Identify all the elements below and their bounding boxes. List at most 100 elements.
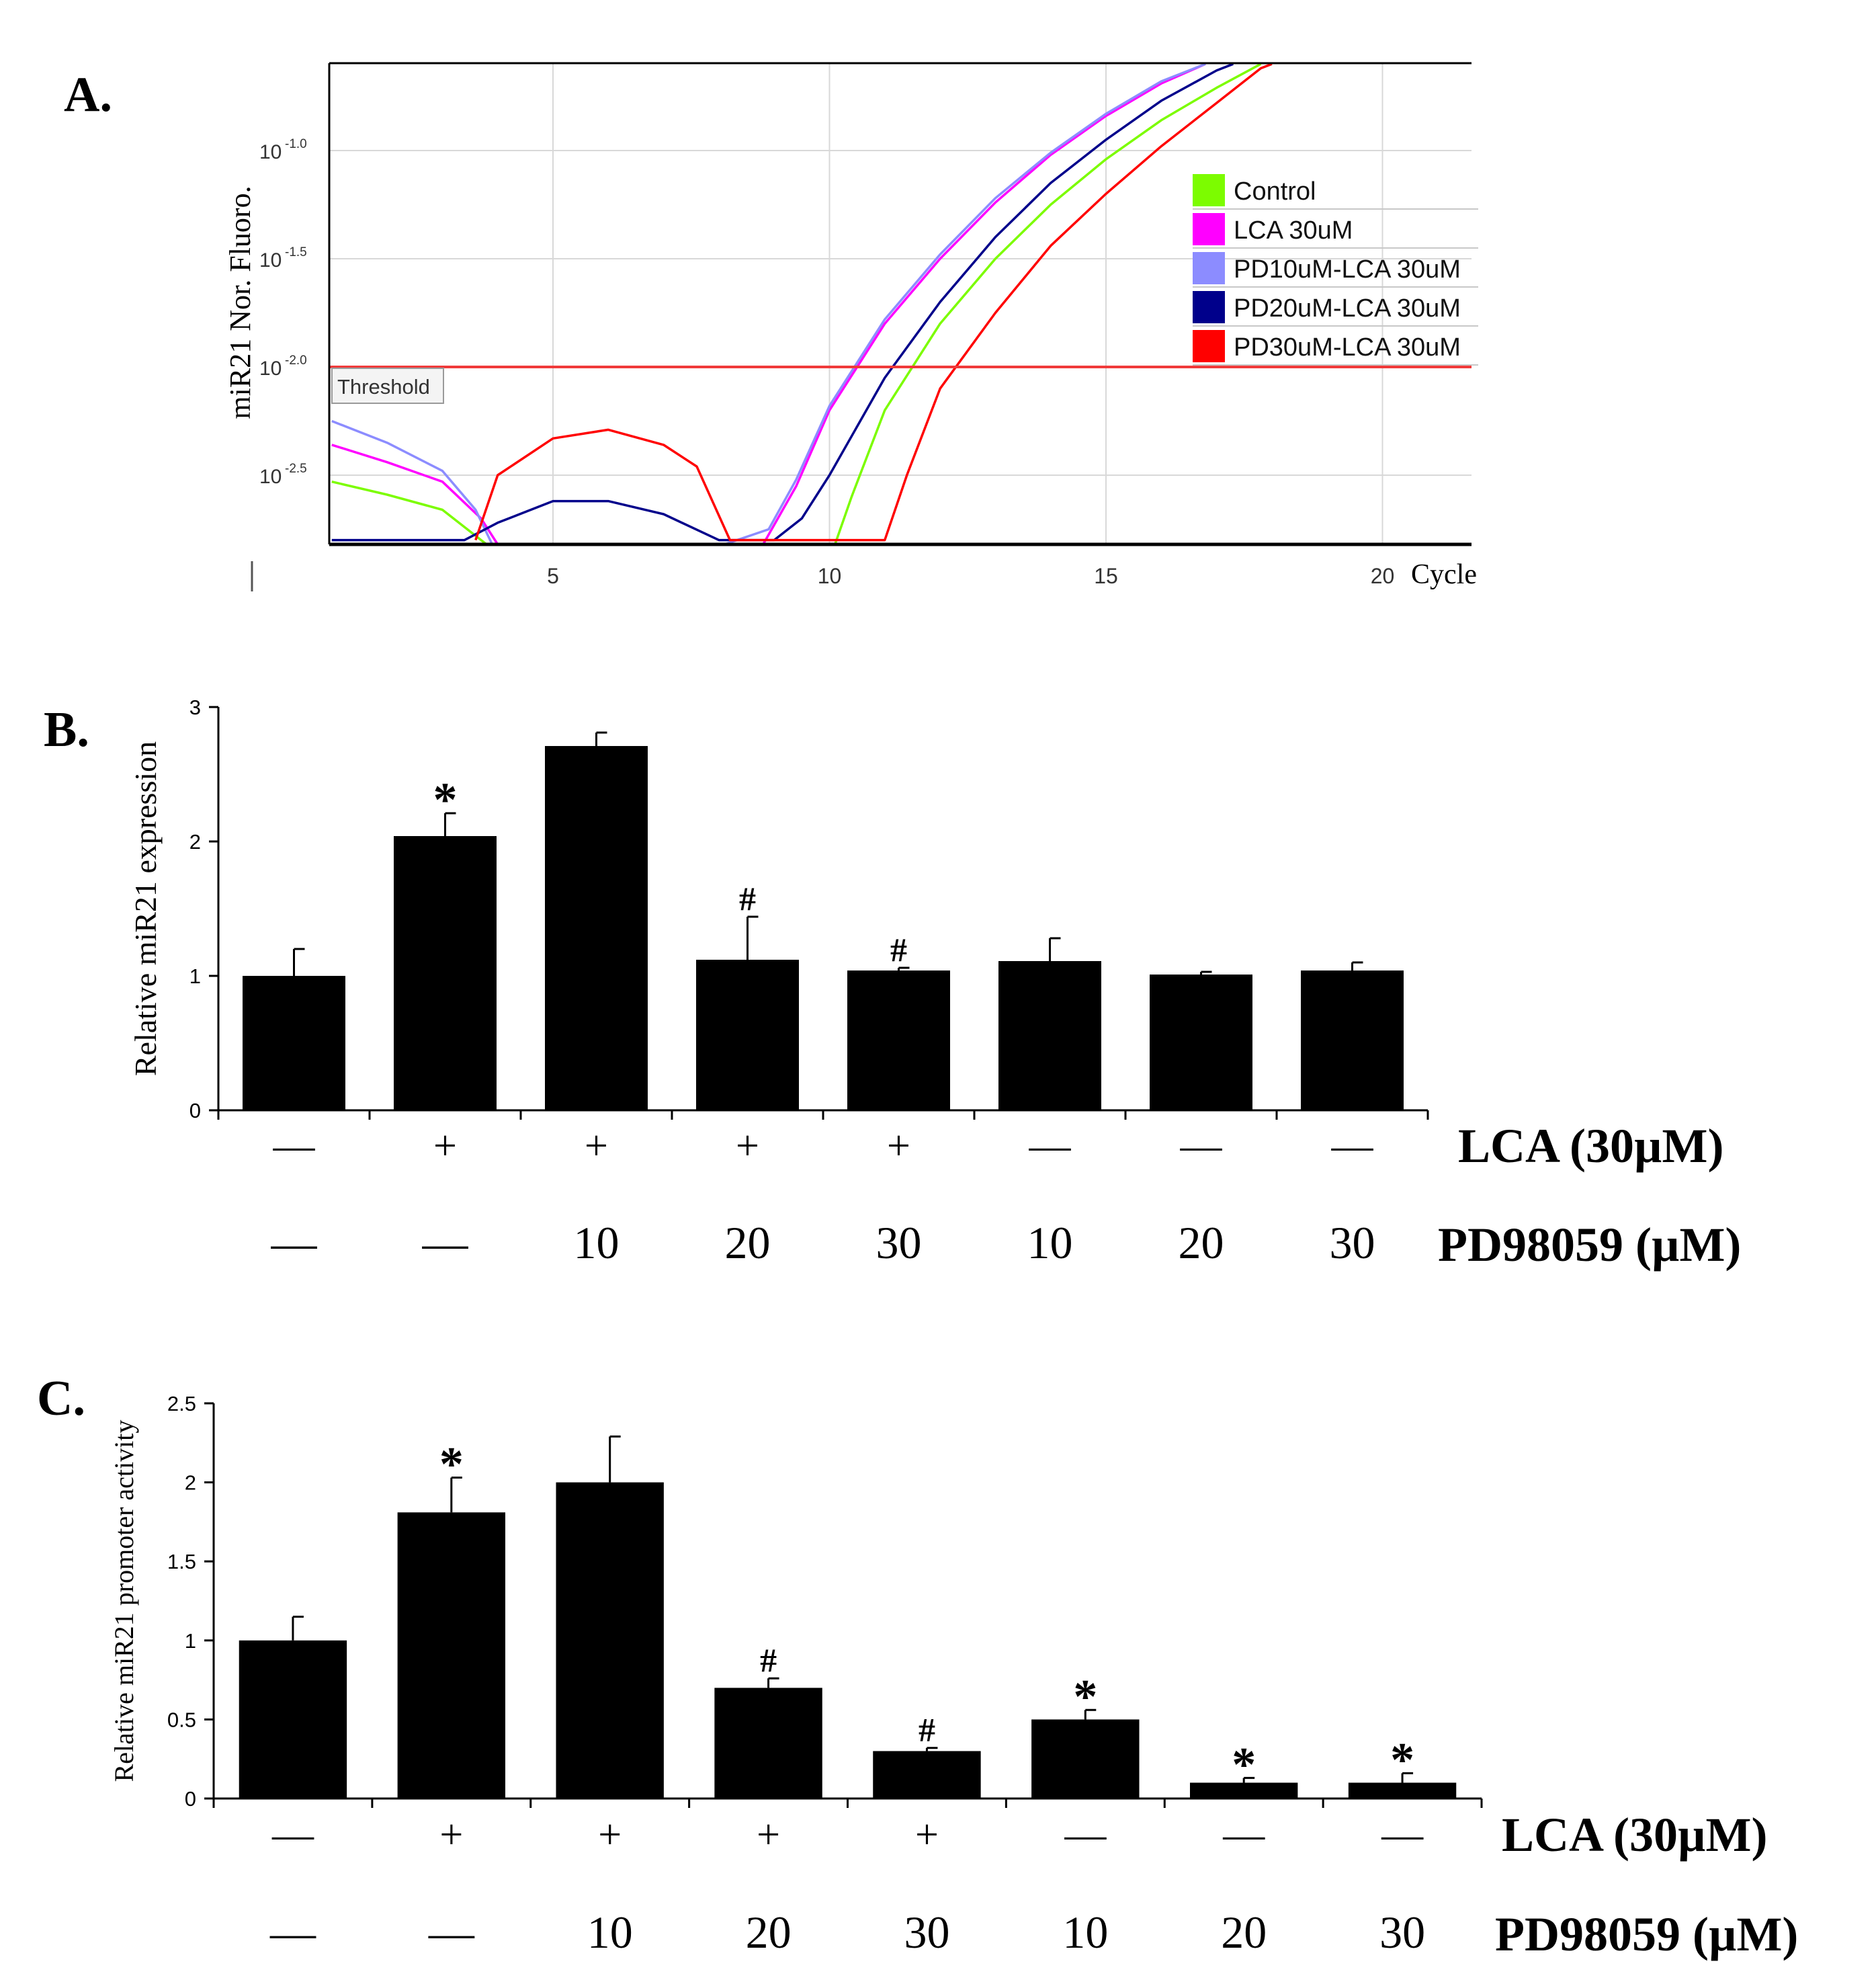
panel-c-significance-marker: * [439, 1438, 464, 1491]
panel-c-lca-cell: + [598, 1812, 622, 1858]
panel-b-bar [243, 976, 345, 1110]
panel-a-x-tick-label: 10 [818, 564, 842, 588]
panel-b-pd-cell: 20 [1179, 1217, 1224, 1268]
panel-a-legend: Control LCA 30uM PD10uM-LCA 30uM PD20uM-LCA… [1193, 174, 1478, 366]
panel-b-bar [394, 836, 497, 1110]
panel-b-y-tick-label: 0 [189, 1099, 201, 1122]
legend-entry: PD30uM-LCA 30uM [1234, 333, 1461, 362]
panel-b-lca-cell: — [1180, 1123, 1223, 1169]
panel-b-significance-marker: * [433, 773, 458, 827]
threshold-label-box [331, 368, 444, 404]
panel-c-y-tick-label: 0 [185, 1787, 196, 1811]
panel-a-series-line [331, 63, 1206, 544]
panel-c-bar [1189, 1782, 1298, 1799]
panel-c-lca-cell: — [1222, 1812, 1265, 1858]
panel-b-pd-cell: 20 [725, 1217, 771, 1268]
panel-a-y-axis-title: miR21 Nor. Fluoro. [224, 185, 257, 419]
panel-b-pd-cell: 10 [1027, 1217, 1073, 1268]
panel-a-x-tick-label: 5 [547, 564, 559, 588]
panel-c-y-tick-label: 2.5 [167, 1392, 196, 1415]
legend-entry: Control [1234, 177, 1316, 206]
legend-swatch [1193, 213, 1225, 245]
panel-c-y-tick-label: 0.5 [167, 1708, 196, 1731]
panel-a-series-line [331, 63, 1234, 542]
panel-b-lca-cell: — [273, 1123, 316, 1169]
panel-b-lca-cell: + [433, 1123, 457, 1169]
panel-b-bar [545, 746, 648, 1110]
panel-c-lca-cell: + [757, 1812, 780, 1858]
panel-b-pd-cell: 10 [574, 1217, 620, 1268]
panel-a-y-tick-exp: -2.5 [285, 462, 307, 476]
panel-a-y-tick-base: 10 [259, 466, 282, 488]
panel-a-curves [331, 63, 1273, 544]
panel-c-lca-cell: + [915, 1812, 939, 1858]
legend-swatch [1193, 291, 1225, 323]
panel-b-label: B. [44, 702, 89, 757]
panel-b-pd-cell: 30 [1330, 1217, 1375, 1268]
panel-c-y-axis-title: Relative miR21 promoter activity [109, 1420, 139, 1782]
panel-c-pd-cell: 10 [587, 1907, 633, 1958]
panel-c-pd-cell: 30 [904, 1907, 949, 1958]
panel-b-y-tick-label: 2 [189, 830, 201, 854]
panel-c-lca-cell: + [439, 1812, 463, 1858]
panel-c-y-tick-label: 1.5 [167, 1550, 196, 1573]
panel-b: B. 0 1 2 3 Relative miR21 expression — — * + — +10 #… [44, 696, 1741, 1272]
panel-b-bar [998, 961, 1101, 1110]
panel-c-significance-marker: * [1390, 1733, 1414, 1786]
panel-c-pd-cell: 20 [746, 1907, 792, 1958]
panel-b-lca-cell: + [736, 1123, 759, 1169]
panel-a-y-tick-base: 10 [259, 249, 282, 272]
panel-c-bar [556, 1482, 664, 1799]
panel-a-x-tick-label: 15 [1094, 564, 1118, 588]
panel-c-pd-cell: — [428, 1907, 475, 1958]
panel-b-pd-cell: 30 [876, 1217, 922, 1268]
legend-entry: PD10uM-LCA 30uM [1234, 255, 1461, 284]
legend-swatch [1193, 252, 1225, 284]
panel-c-bar [1348, 1782, 1457, 1799]
panel-c-lca-cell: — [271, 1812, 314, 1858]
panel-b-bar [847, 970, 950, 1110]
panel-b-bar [696, 960, 799, 1110]
panel-c-bar [239, 1640, 347, 1799]
legend-swatch [1193, 174, 1225, 206]
panel-c-pd-cell: 20 [1221, 1907, 1267, 1958]
panel-b-significance-marker: # [890, 931, 907, 968]
panel-c-pd-cell: 30 [1379, 1907, 1425, 1958]
panel-a-x-axis-title: Cycle [1411, 559, 1477, 590]
panel-b-lca-cell: — [1029, 1123, 1072, 1169]
panel-b-y-tick-label: 3 [189, 696, 201, 719]
panel-a-y-tick-exp: -2.0 [285, 354, 307, 368]
panel-c-significance-marker: # [760, 1641, 777, 1679]
panel-c-lca-cell: — [1064, 1812, 1107, 1858]
legend-entry: LCA 30uM [1234, 216, 1353, 245]
panel-c-bar [714, 1688, 822, 1799]
panel-a-series-line [474, 63, 1273, 542]
panel-b-y-axis-title: Relative miR21 expression [128, 741, 163, 1076]
panel-b-y-tick-label: 1 [189, 964, 201, 988]
panel-a-y-tick-exp: -1.5 [285, 245, 307, 259]
panel-b-row-label-lca: LCA (30µM) [1458, 1119, 1723, 1173]
panel-b-pd-cell: — [271, 1217, 318, 1268]
panel-c-pd-cell: 10 [1062, 1907, 1108, 1958]
panel-c-significance-marker: * [1073, 1669, 1097, 1723]
panel-b-bar [1150, 975, 1252, 1110]
panel-a-series-line [331, 63, 1206, 544]
panel-a-y-tick-base: 10 [259, 141, 282, 163]
panel-a-x-tick-label: 20 [1371, 564, 1395, 588]
legend-entry: PD20uM-LCA 30uM [1234, 294, 1461, 323]
panel-c-label: C. [37, 1371, 85, 1426]
panel-b-pd-cell: — [422, 1217, 469, 1268]
panel-c: C. 0 0.5 1 1.5 2 2.5 Relative miR21 promoter ac… [37, 1371, 1798, 1961]
panel-c-bar [873, 1751, 981, 1799]
legend-swatch [1193, 330, 1225, 362]
panel-c-bar [397, 1512, 506, 1799]
panel-c-bar [1031, 1719, 1140, 1799]
panel-c-significance-marker: # [919, 1711, 935, 1749]
panel-b-row-label-pd: PD98059 (µM) [1438, 1218, 1741, 1272]
panel-a-y-tick-exp: -1.0 [285, 137, 307, 151]
panel-c-significance-marker: * [1232, 1737, 1256, 1791]
panel-b-significance-marker: # [739, 880, 756, 917]
panel-a-label: A. [64, 67, 112, 122]
